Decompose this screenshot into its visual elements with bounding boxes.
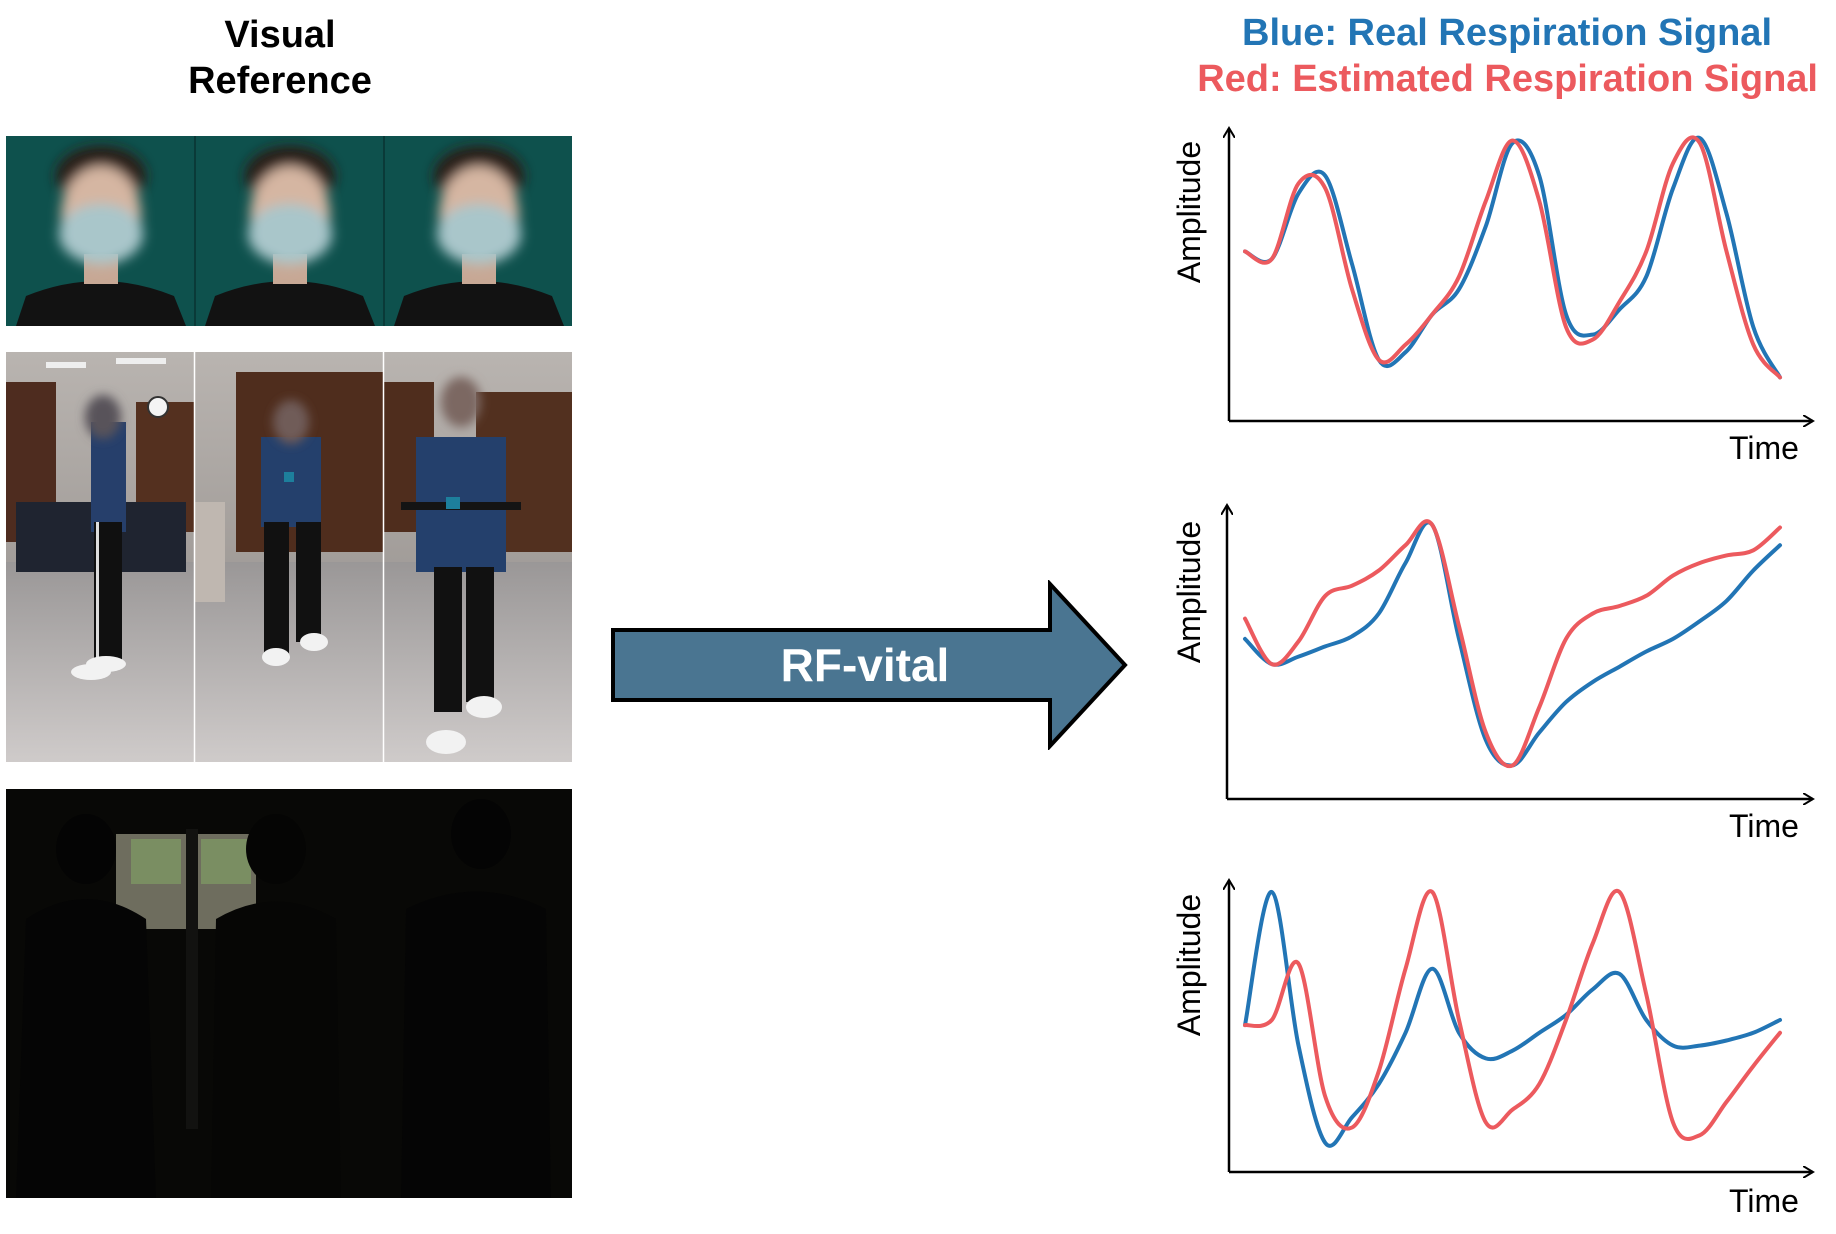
chart-2-series-estimated [1243, 519, 1782, 769]
chart-1-series-real [1243, 135, 1782, 380]
chart1-ylabel: Amplitude [1171, 140, 1207, 284]
photo-row-seated [6, 136, 572, 326]
chart2-ylabel: Amplitude [1171, 520, 1207, 664]
chart-3 [1229, 880, 1813, 1172]
chart3-ylabel: Amplitude [1171, 893, 1207, 1037]
chart-3-series-estimated [1243, 888, 1782, 1141]
dark-room-photo [6, 789, 572, 1198]
walking-subject-photo [6, 352, 572, 762]
chart-2 [1227, 505, 1813, 799]
legend: Blue: Real Respiration Signal Red: Estim… [1197, 10, 1818, 102]
photo-row-dark [6, 789, 572, 1198]
rf-vital-arrow [611, 580, 1128, 750]
chart-3-series-real [1243, 889, 1782, 1148]
legend-red: Red: Estimated Respiration Signal [1197, 58, 1818, 100]
legend-blue: Blue: Real Respiration Signal [1242, 12, 1772, 54]
chart-1-series-estimated [1243, 135, 1782, 380]
visual-reference-line1: Visual [224, 14, 336, 56]
seated-subject-photo [6, 136, 572, 326]
chart-2-series-real [1243, 520, 1782, 768]
chart-1 [1229, 128, 1813, 421]
chart1-xlabel: Time [1729, 430, 1799, 466]
rf-vital-label: RF-vital [780, 639, 950, 691]
visual-reference-title: Visual Reference [130, 12, 430, 104]
chart2-xlabel: Time [1729, 808, 1799, 844]
visual-reference-line2: Reference [188, 60, 372, 102]
chart3-xlabel: Time [1729, 1183, 1799, 1219]
photo-row-walking [6, 352, 572, 762]
